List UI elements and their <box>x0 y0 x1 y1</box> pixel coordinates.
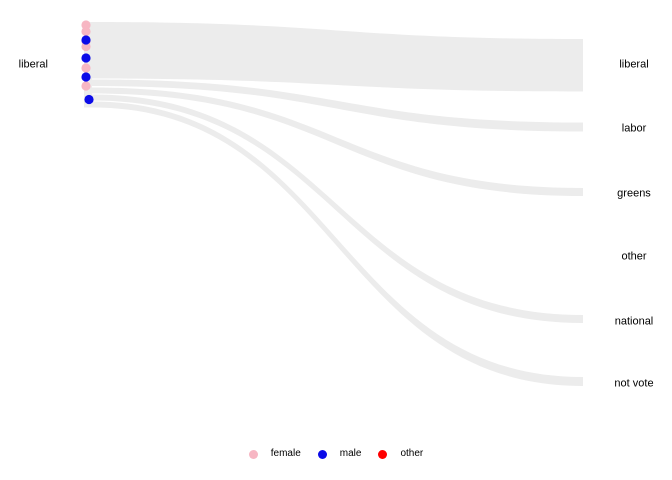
male-dot-icon <box>317 449 327 459</box>
right-axis-label-labor: labor <box>621 122 647 135</box>
observation-point-female <box>81 20 91 30</box>
legend-item-female: female <box>248 448 301 459</box>
legend-label-other: other <box>400 448 424 459</box>
right-axis-label-liberal: liberal <box>619 58 649 71</box>
right-axis-label-other: other <box>621 250 647 263</box>
legend-label-male: male <box>339 448 362 459</box>
legend: female male other <box>0 445 672 463</box>
right-axis-label-greens: greens <box>617 187 651 200</box>
female-dot-icon <box>248 449 258 459</box>
flow-band-liberal-to-not-vote <box>92 101 583 386</box>
right-axis-label-national: national <box>614 315 654 328</box>
observation-point-male <box>81 72 91 82</box>
legend-label-female: female <box>270 448 301 459</box>
observation-point-female <box>81 81 91 91</box>
observation-point-male <box>84 94 94 105</box>
observation-point-female <box>81 26 91 37</box>
left-axis-label-liberal: liberal <box>18 58 48 71</box>
observation-point-female <box>81 63 91 73</box>
observation-point-male <box>81 53 91 63</box>
observation-point-female <box>81 41 91 52</box>
flow-band-liberal-to-liberal <box>92 22 583 92</box>
other-dot-icon <box>378 449 388 459</box>
flow-band-liberal-to-labor <box>92 79 583 132</box>
flow-band-liberal-to-greens <box>92 87 583 196</box>
right-axis-label-not-vote: not vote <box>614 377 654 390</box>
legend-item-male: male <box>317 448 362 459</box>
flow-band-liberal-to-national <box>92 94 583 323</box>
legend-item-other: other <box>378 449 423 459</box>
observation-point-male <box>81 35 91 45</box>
